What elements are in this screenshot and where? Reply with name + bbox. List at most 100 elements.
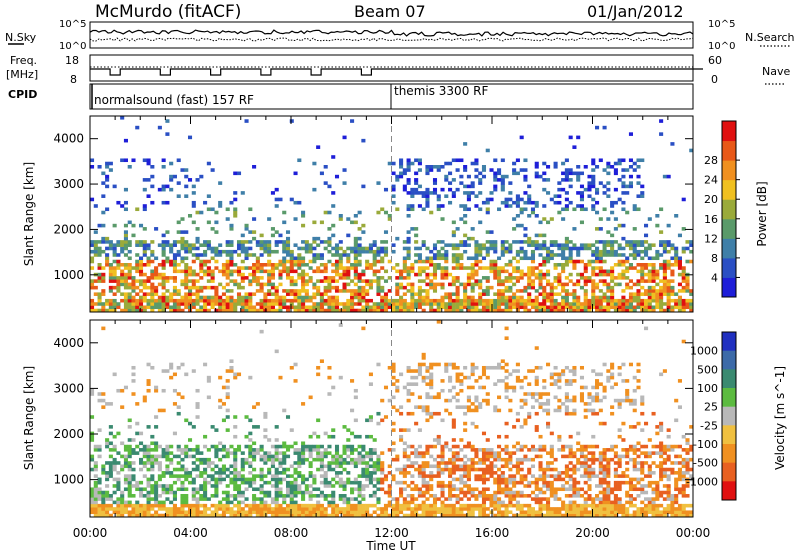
velocity-cell xyxy=(550,373,554,377)
power-cell xyxy=(354,250,358,254)
velocity-cell xyxy=(565,396,569,400)
power-cell xyxy=(395,305,399,309)
velocity-cell xyxy=(320,461,324,465)
velocity-cell xyxy=(335,504,339,508)
velocity-cell xyxy=(576,504,580,508)
power-cell xyxy=(569,178,573,182)
power-cell xyxy=(606,217,610,221)
velocity-cell xyxy=(184,468,188,472)
power-cell xyxy=(520,224,524,228)
velocity-cell xyxy=(226,386,230,390)
power-cell xyxy=(610,253,614,257)
power-cell xyxy=(218,250,222,254)
power-cell xyxy=(648,299,652,303)
power-cell xyxy=(218,181,222,185)
velocity-cell xyxy=(493,405,497,409)
velocity-cell xyxy=(286,415,290,419)
power-cell xyxy=(569,273,573,277)
power-cell xyxy=(214,296,218,300)
velocity-cell xyxy=(459,491,463,495)
power-cell xyxy=(294,305,298,309)
velocity-cell xyxy=(501,458,505,462)
velocity-cell xyxy=(98,491,102,495)
velocity-cell xyxy=(252,504,256,508)
velocity-cell xyxy=(267,451,271,455)
power-cell xyxy=(233,250,237,254)
velocity-cell xyxy=(561,501,565,505)
power-cell xyxy=(557,292,561,296)
velocity-cell xyxy=(196,510,200,514)
velocity-cell xyxy=(192,425,196,429)
power-cell xyxy=(546,247,550,251)
velocity-cell xyxy=(414,455,418,459)
power-cell xyxy=(128,299,132,303)
power-cell xyxy=(335,305,339,309)
power-cell xyxy=(241,299,245,303)
velocity-cell xyxy=(241,507,245,511)
power-cell xyxy=(542,276,546,280)
velocity-cell xyxy=(459,507,463,511)
power-cell xyxy=(320,263,324,267)
power-cell xyxy=(554,305,558,309)
velocity-cell xyxy=(546,501,550,505)
power-cell xyxy=(211,207,215,211)
power-cell xyxy=(595,256,599,260)
power-cell xyxy=(312,237,316,241)
power-cell xyxy=(214,253,218,257)
power-cell xyxy=(636,253,640,257)
power-cell xyxy=(229,279,233,283)
power-cell xyxy=(131,289,135,293)
velocity-cell xyxy=(184,494,188,498)
velocity-cell xyxy=(497,435,501,439)
velocity-cell xyxy=(147,481,151,485)
power-data xyxy=(90,116,693,312)
power-cell xyxy=(482,299,486,303)
velocity-cell xyxy=(467,487,471,491)
velocity-cell xyxy=(207,376,211,380)
power-cell xyxy=(327,260,331,264)
power-cell xyxy=(226,305,230,309)
velocity-cell xyxy=(482,373,486,377)
velocity-cell xyxy=(444,504,448,508)
power-cell xyxy=(682,279,686,283)
velocity-cell xyxy=(376,478,380,482)
power-cell xyxy=(655,253,659,257)
power-cell xyxy=(584,266,588,270)
power-cell xyxy=(527,283,531,287)
velocity-cell xyxy=(538,396,542,400)
velocity-cell xyxy=(471,422,475,426)
power-cell xyxy=(614,299,618,303)
power-cell xyxy=(139,305,143,309)
power-cell xyxy=(486,211,490,215)
power-cell xyxy=(407,273,411,277)
velocity-cell xyxy=(444,461,448,465)
velocity-cell xyxy=(248,376,252,380)
power-cell xyxy=(599,181,603,185)
velocity-cell xyxy=(139,441,143,445)
velocity-cell xyxy=(358,501,362,505)
power-cell xyxy=(297,260,301,264)
velocity-cell xyxy=(501,504,505,508)
velocity-cell xyxy=(286,487,290,491)
velocity-cell xyxy=(229,494,233,498)
velocity-cell xyxy=(565,481,569,485)
power-cell xyxy=(143,188,147,192)
power-cell xyxy=(233,207,237,211)
velocity-cell xyxy=(211,445,215,449)
power-cell xyxy=(636,181,640,185)
power-cell xyxy=(670,279,674,283)
velocity-cell xyxy=(320,507,324,511)
power-cell xyxy=(346,253,350,257)
velocity-cell xyxy=(196,415,200,419)
power-cell xyxy=(403,240,407,244)
power-cell xyxy=(606,181,610,185)
velocity-cell xyxy=(245,497,249,501)
power-cell xyxy=(437,256,441,260)
power-cell xyxy=(131,234,135,238)
power-cell xyxy=(531,256,535,260)
power-cell xyxy=(365,247,369,251)
power-cell xyxy=(128,256,132,260)
velocity-cell xyxy=(557,386,561,390)
power-cell xyxy=(546,270,550,274)
power-cell xyxy=(471,181,475,185)
